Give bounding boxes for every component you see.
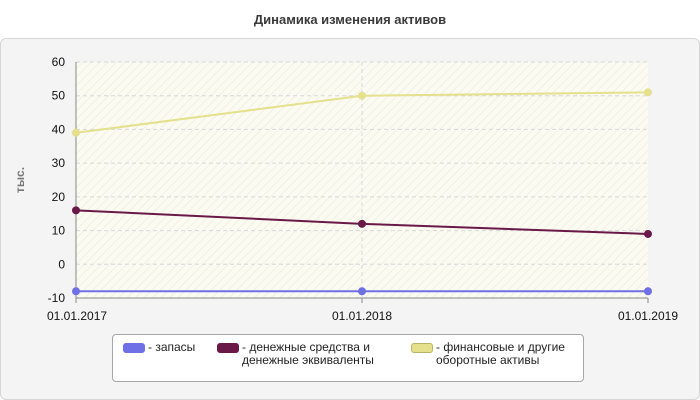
legend-swatch <box>217 343 239 353</box>
y-axis-label: тыс. <box>13 167 27 193</box>
y-tick-label: -10 <box>48 291 66 305</box>
legend-item: - денежные средства и денежные эквивален… <box>217 341 374 367</box>
data-point-1 <box>358 219 366 228</box>
y-tick-label: 30 <box>52 156 66 170</box>
data-point-2 <box>644 88 652 97</box>
y-tick-label: 60 <box>52 55 66 69</box>
y-tick-label: 0 <box>58 257 65 271</box>
legend-swatch <box>411 343 433 353</box>
legend: - запасы - денежные средства и денежные э… <box>112 334 584 382</box>
x-tick-label: 01.01.2018 <box>332 309 392 323</box>
y-tick-label: 20 <box>52 190 66 204</box>
y-tick-label: 50 <box>52 89 66 103</box>
legend-label: - финансовые и другие оборотные активы <box>436 340 565 367</box>
data-point-0 <box>644 287 652 296</box>
legend-label: - денежные средства и денежные эквивален… <box>242 340 374 367</box>
data-point-1 <box>644 229 652 238</box>
data-point-0 <box>72 287 80 296</box>
legend-label: - запасы <box>148 340 196 354</box>
legend-swatch <box>123 343 145 353</box>
y-tick-label: 40 <box>52 122 66 136</box>
x-tick-label: 01.01.2019 <box>618 309 678 323</box>
data-point-2 <box>358 91 366 100</box>
legend-item: - запасы <box>123 341 195 354</box>
x-tick-label: 01.01.2017 <box>47 309 107 323</box>
data-point-0 <box>358 287 366 296</box>
chart-title: Динамика изменения активов <box>253 12 447 27</box>
y-tick-label: 10 <box>52 224 66 238</box>
legend-item: - финансовые и другие оборотные активы <box>411 341 565 367</box>
data-point-2 <box>72 128 80 137</box>
data-point-1 <box>72 206 80 215</box>
